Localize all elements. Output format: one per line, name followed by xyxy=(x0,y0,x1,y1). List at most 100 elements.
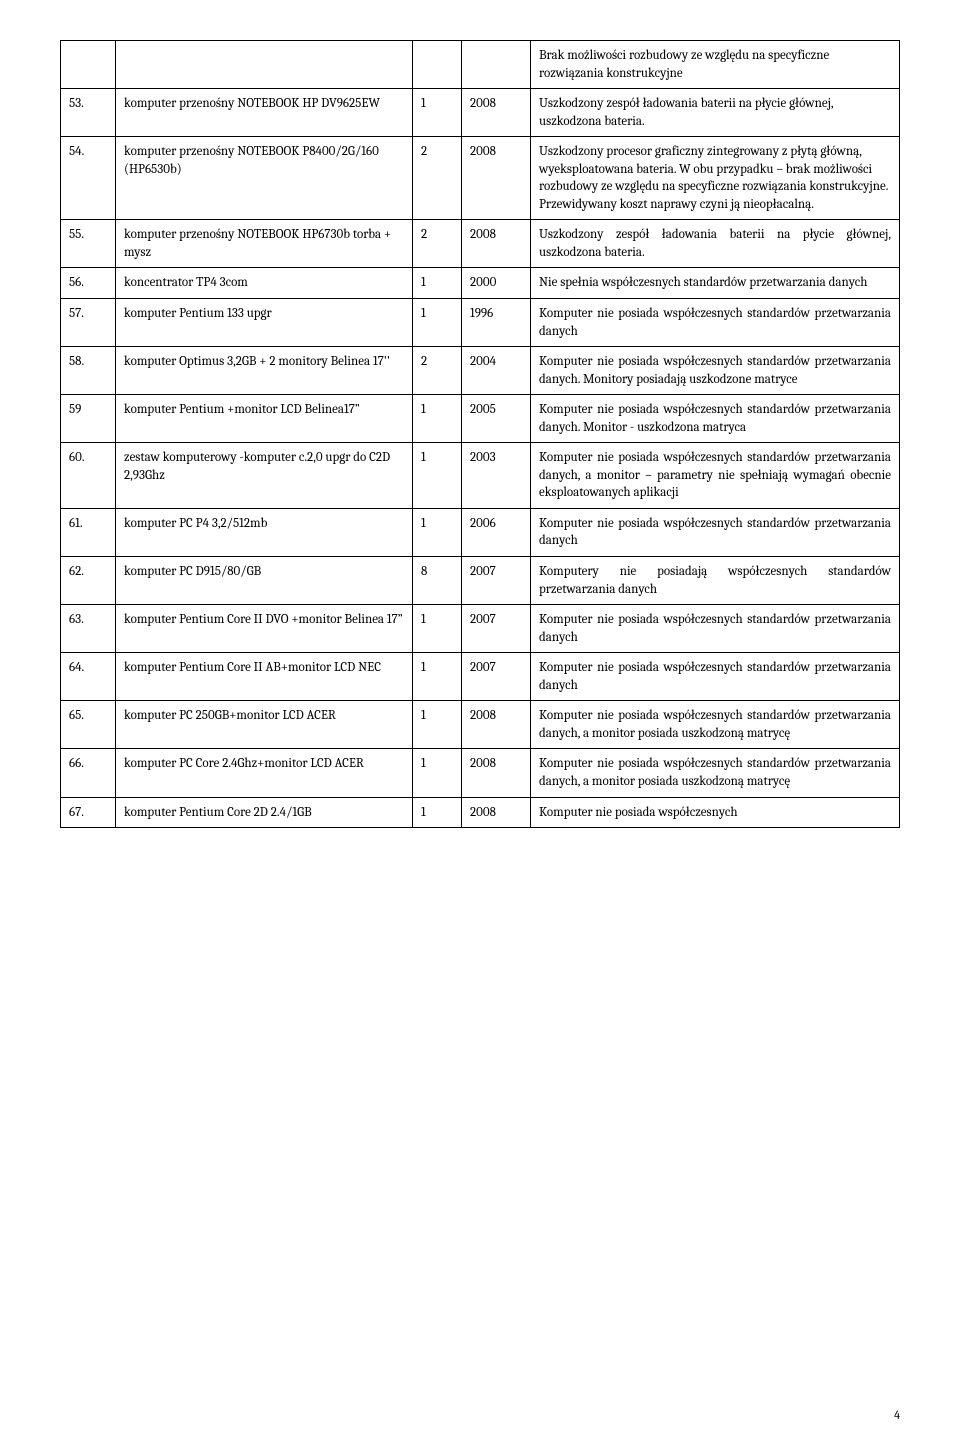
table-row: 58.komputer Optimus 3,2GB + 2 monitory B… xyxy=(61,347,900,395)
cell-year: 2007 xyxy=(462,605,531,653)
cell-name: komputer przenośny NOTEBOOK HP DV9625EW xyxy=(116,89,413,137)
cell-number: 55. xyxy=(61,220,116,268)
table-row: 61.komputer PC P4 3,2/512mb12006Komputer… xyxy=(61,508,900,556)
table-row: 53.komputer przenośny NOTEBOOK HP DV9625… xyxy=(61,89,900,137)
cell-number: 53. xyxy=(61,89,116,137)
cell-name: komputer PC Core 2.4Ghz+monitor LCD ACER xyxy=(116,749,413,797)
cell-qty: 1 xyxy=(413,443,462,509)
cell-qty: 8 xyxy=(413,557,462,605)
table-body: Brak możliwości rozbudowy ze względu na … xyxy=(61,41,900,828)
cell-description: Komputer nie posiada współczesnych stand… xyxy=(531,749,900,797)
cell-year: 2008 xyxy=(462,797,531,828)
cell-name: komputer Pentium Core II DVO +monitor Be… xyxy=(116,605,413,653)
cell-year: 2003 xyxy=(462,443,531,509)
cell-qty: 1 xyxy=(413,508,462,556)
cell-description: Komputer nie posiada współczesnych stand… xyxy=(531,508,900,556)
cell-description: Komputer nie posiada współczesnych stand… xyxy=(531,347,900,395)
cell-year: 2008 xyxy=(462,137,531,220)
cell-qty: 2 xyxy=(413,347,462,395)
cell-name: komputer Optimus 3,2GB + 2 monitory Beli… xyxy=(116,347,413,395)
table-row: 56.koncentrator TP4 3com12000Nie spełnia… xyxy=(61,268,900,299)
table-row: 60.zestaw komputerowy -komputer c.2,0 up… xyxy=(61,443,900,509)
table-row: 65.komputer PC 250GB+monitor LCD ACER120… xyxy=(61,701,900,749)
cell-number: 58. xyxy=(61,347,116,395)
table-row: 62.komputer PC D915/80/GB82007Komputery … xyxy=(61,557,900,605)
cell-year: 2008 xyxy=(462,220,531,268)
table-row: 67.komputer Pentium Core 2D 2.4/1GB12008… xyxy=(61,797,900,828)
cell-number: 63. xyxy=(61,605,116,653)
cell-name: komputer Pentium 133 upgr xyxy=(116,299,413,347)
cell-number: 65. xyxy=(61,701,116,749)
cell-number: 67. xyxy=(61,797,116,828)
cell-year: 1996 xyxy=(462,299,531,347)
cell-qty: 1 xyxy=(413,89,462,137)
cell-number: 57. xyxy=(61,299,116,347)
cell-description: Komputer nie posiada współczesnych stand… xyxy=(531,701,900,749)
table-row: 54.komputer przenośny NOTEBOOK P8400/2G/… xyxy=(61,137,900,220)
cell-year: 2006 xyxy=(462,508,531,556)
cell-qty: 1 xyxy=(413,797,462,828)
cell-qty: 1 xyxy=(413,268,462,299)
cell-year: 2008 xyxy=(462,701,531,749)
document-page: Brak możliwości rozbudowy ze względu na … xyxy=(0,0,960,1442)
cell-year: 2000 xyxy=(462,268,531,299)
cell-year: 2008 xyxy=(462,749,531,797)
cell-description: Komputer nie posiada współczesnych stand… xyxy=(531,653,900,701)
cell-name: komputer przenośny NOTEBOOK P8400/2G/160… xyxy=(116,137,413,220)
cell-name: komputer Pentium Core II AB+monitor LCD … xyxy=(116,653,413,701)
cell-qty: 1 xyxy=(413,605,462,653)
cell-year: 2007 xyxy=(462,653,531,701)
cell-year: 2008 xyxy=(462,89,531,137)
table-row: Brak możliwości rozbudowy ze względu na … xyxy=(61,41,900,89)
cell-qty: 2 xyxy=(413,137,462,220)
cell-name: koncentrator TP4 3com xyxy=(116,268,413,299)
cell-number: 62. xyxy=(61,557,116,605)
cell-number: 54. xyxy=(61,137,116,220)
cell-description: Uszkodzony zespół ładowania baterii na p… xyxy=(531,220,900,268)
cell-description: Komputer nie posiada współczesnych stand… xyxy=(531,443,900,509)
table-row: 59komputer Pentium +monitor LCD Belinea1… xyxy=(61,395,900,443)
cell-description: Komputer nie posiada współczesnych stand… xyxy=(531,299,900,347)
cell-number: 56. xyxy=(61,268,116,299)
cell-description: Nie spełnia współczesnych standardów prz… xyxy=(531,268,900,299)
cell-name: komputer Pentium +monitor LCD Belinea17” xyxy=(116,395,413,443)
cell-year: 2005 xyxy=(462,395,531,443)
cell-name: komputer PC D915/80/GB xyxy=(116,557,413,605)
cell-qty: 1 xyxy=(413,395,462,443)
cell-qty xyxy=(413,41,462,89)
cell-qty: 1 xyxy=(413,701,462,749)
cell-name: komputer Pentium Core 2D 2.4/1GB xyxy=(116,797,413,828)
cell-qty: 1 xyxy=(413,749,462,797)
cell-name: zestaw komputerowy -komputer c.2,0 upgr … xyxy=(116,443,413,509)
cell-description: Uszkodzony zespół ładowania baterii na p… xyxy=(531,89,900,137)
cell-description: Komputer nie posiada współczesnych stand… xyxy=(531,605,900,653)
cell-name: komputer PC 250GB+monitor LCD ACER xyxy=(116,701,413,749)
cell-description: Uszkodzony procesor graficzny zintegrowa… xyxy=(531,137,900,220)
page-number: 4 xyxy=(894,1408,900,1422)
cell-description: Komputer nie posiada współczesnych xyxy=(531,797,900,828)
cell-number: 61. xyxy=(61,508,116,556)
table-row: 64.komputer Pentium Core II AB+monitor L… xyxy=(61,653,900,701)
cell-description: Komputery nie posiadają współczesnych st… xyxy=(531,557,900,605)
cell-name xyxy=(116,41,413,89)
cell-description: Brak możliwości rozbudowy ze względu na … xyxy=(531,41,900,89)
equipment-table: Brak możliwości rozbudowy ze względu na … xyxy=(60,40,900,828)
cell-number: 59 xyxy=(61,395,116,443)
cell-name: komputer PC P4 3,2/512mb xyxy=(116,508,413,556)
cell-number xyxy=(61,41,116,89)
table-row: 57.komputer Pentium 133 upgr11996Kompute… xyxy=(61,299,900,347)
cell-number: 60. xyxy=(61,443,116,509)
table-row: 55.komputer przenośny NOTEBOOK HP6730b t… xyxy=(61,220,900,268)
cell-number: 64. xyxy=(61,653,116,701)
cell-description: Komputer nie posiada współczesnych stand… xyxy=(531,395,900,443)
cell-name: komputer przenośny NOTEBOOK HP6730b torb… xyxy=(116,220,413,268)
cell-qty: 1 xyxy=(413,299,462,347)
cell-qty: 1 xyxy=(413,653,462,701)
cell-year: 2007 xyxy=(462,557,531,605)
table-row: 63.komputer Pentium Core II DVO +monitor… xyxy=(61,605,900,653)
cell-year xyxy=(462,41,531,89)
cell-year: 2004 xyxy=(462,347,531,395)
cell-qty: 2 xyxy=(413,220,462,268)
cell-number: 66. xyxy=(61,749,116,797)
table-row: 66.komputer PC Core 2.4Ghz+monitor LCD A… xyxy=(61,749,900,797)
